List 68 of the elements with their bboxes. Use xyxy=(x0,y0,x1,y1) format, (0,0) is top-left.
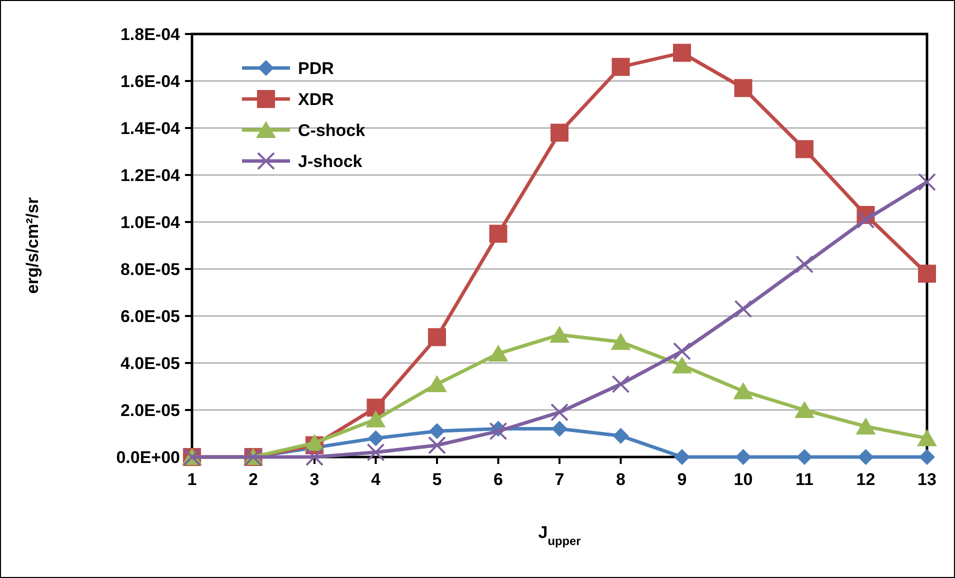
point xyxy=(552,420,568,437)
point xyxy=(673,44,691,62)
point xyxy=(794,401,814,418)
x-axis-title: J$_{upper}$ xyxy=(538,523,582,548)
point xyxy=(366,410,386,428)
point xyxy=(918,264,936,283)
x-tick-label: 9 xyxy=(677,470,687,489)
point xyxy=(610,332,631,350)
x-tick-label: 6 xyxy=(494,470,503,489)
point xyxy=(304,434,324,451)
x-tick-label: 1 xyxy=(187,470,197,489)
point xyxy=(796,449,812,465)
point xyxy=(672,356,692,374)
y-tick-label: 0.0E+00 xyxy=(116,448,180,467)
x-tick-label: 13 xyxy=(918,470,936,489)
point xyxy=(368,430,384,446)
point xyxy=(612,58,630,76)
legend-label: XDR xyxy=(298,90,334,109)
point xyxy=(489,224,508,243)
x-tick-label: 5 xyxy=(432,470,442,489)
point xyxy=(734,79,752,98)
x-tick-label: 2 xyxy=(248,470,258,489)
y-tick-label: 4.0E-05 xyxy=(120,354,180,373)
legend-label: C-shock xyxy=(298,120,366,140)
point xyxy=(673,342,691,360)
point xyxy=(366,443,385,462)
y-tick-label: 1.2E-04 xyxy=(120,166,181,185)
x-tick-label: 3 xyxy=(310,470,320,489)
x-tick-label: 4 xyxy=(371,470,382,489)
x-tick-label: 10 xyxy=(734,470,753,489)
legend-label: PDR xyxy=(298,58,334,78)
point xyxy=(796,140,814,158)
point xyxy=(489,422,508,440)
point xyxy=(488,344,508,362)
point xyxy=(306,448,324,466)
point xyxy=(612,375,630,394)
point xyxy=(428,436,446,454)
point xyxy=(550,326,570,343)
x-tick-label: 7 xyxy=(554,470,564,489)
point xyxy=(735,449,752,465)
point xyxy=(856,417,876,434)
y-tick-label: 1.0E-04 xyxy=(120,212,181,232)
y-axis-title: erg/s/cm²/sr xyxy=(23,196,42,294)
legend-label: J-shock xyxy=(298,152,363,171)
point xyxy=(856,210,875,229)
point xyxy=(917,429,937,446)
point xyxy=(427,375,447,392)
y-tick-label: 1.4E-04 xyxy=(120,118,181,138)
point xyxy=(612,428,629,444)
x-tick-label: 8 xyxy=(616,470,626,489)
y-tick-label: 1.8E-04 xyxy=(120,24,181,44)
point xyxy=(428,328,446,346)
y-tick-label: 1.6E-04 xyxy=(120,72,181,91)
y-tick-label: 8.0E-05 xyxy=(120,260,180,279)
point xyxy=(429,423,445,440)
point xyxy=(733,382,754,400)
point xyxy=(796,255,814,274)
point xyxy=(858,449,874,465)
point xyxy=(919,449,935,465)
point xyxy=(674,449,690,465)
point xyxy=(550,124,568,142)
point xyxy=(734,300,752,318)
y-tick-label: 6.0E-05 xyxy=(120,306,180,326)
x-tick-label: 11 xyxy=(796,470,814,489)
point xyxy=(918,173,936,192)
y-tick-label: 2.0E-05 xyxy=(120,400,180,420)
x-tick-label: 12 xyxy=(856,470,876,489)
point xyxy=(550,403,568,422)
